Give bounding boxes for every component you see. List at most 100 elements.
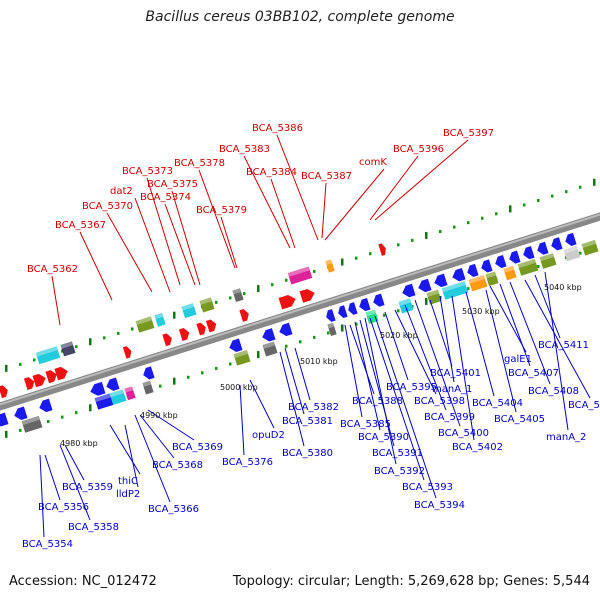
top-gene-label: BCA_5383	[219, 144, 270, 155]
bottom-gene-label: BCA_5411	[538, 340, 589, 351]
bottom-gene-label: BCA_5405	[494, 414, 545, 425]
bottom-gene-label: BCA_5376	[222, 457, 273, 468]
bottom-lane-tick	[159, 384, 162, 388]
reverse-gene	[509, 250, 521, 264]
bottom-gene-leader	[485, 289, 517, 413]
reverse-gene	[143, 366, 155, 380]
forward-feature	[35, 346, 61, 365]
top-lane-tick	[313, 269, 316, 273]
top-gene-leader	[198, 169, 236, 269]
top-lane-tick	[593, 178, 596, 186]
forward-feature	[135, 316, 155, 333]
bottom-gene-leader	[451, 295, 475, 441]
reverse-gene	[537, 241, 549, 255]
bottom-gene-leader	[44, 454, 61, 501]
top-lane-tick	[285, 278, 288, 282]
top-lane-tick	[509, 205, 512, 213]
bottom-gene-leader	[359, 319, 395, 447]
bottom-gene-leader	[59, 444, 91, 521]
reverse-gene	[452, 267, 466, 282]
top-lane-tick	[257, 285, 260, 293]
genome-backbone	[0, 212, 600, 411]
reverse-gene	[523, 246, 535, 260]
gene-features	[0, 232, 599, 433]
bottom-gene-label: BCA_5381	[282, 416, 333, 427]
top-gene-label: BCA_5379	[196, 205, 247, 216]
reverse-gene	[467, 263, 479, 277]
bottom-lane-tick	[187, 375, 190, 379]
bottom-lane-tick	[215, 366, 218, 370]
reverse-feature	[426, 289, 442, 305]
top-gene-leader	[276, 134, 319, 241]
reverse-gene	[39, 398, 53, 413]
bottom-gene-leader	[279, 351, 305, 447]
bottom-gene-label: BCA_5402	[452, 442, 503, 453]
scale-label: 4990 kbp	[140, 411, 178, 420]
top-gene-label: comK	[359, 157, 387, 168]
gene-labels: BCA_5362BCA_5367BCA_5370dat2BCA_5373BCA_…	[22, 123, 600, 550]
bottom-gene-leader	[489, 285, 527, 353]
forward-gene	[205, 319, 217, 333]
top-lane-tick	[355, 256, 358, 260]
top-lane-tick	[537, 199, 540, 203]
bottom-gene-label: BCA_5407	[508, 368, 559, 379]
top-lane-tick	[103, 336, 106, 340]
forward-feature	[181, 303, 197, 319]
top-gene-label: BCA_5387	[301, 171, 352, 182]
reverse-gene	[229, 338, 243, 352]
bottom-lane-tick	[285, 344, 288, 348]
reverse-feature	[517, 258, 539, 276]
reverse-feature	[365, 309, 379, 324]
bottom-gene-leader	[524, 279, 591, 399]
forward-gene	[299, 288, 315, 303]
scale-label: 5030 kbp	[462, 307, 500, 316]
top-gene-leader	[243, 155, 291, 249]
bottom-gene-leader	[374, 315, 437, 499]
bottom-gene-label: opuD2	[252, 430, 285, 441]
bottom-lane-tick	[355, 322, 358, 326]
bottom-gene-leader	[64, 444, 85, 481]
top-lane-tick	[481, 216, 484, 220]
bottom-lane-tick	[383, 313, 386, 317]
scale-label: 4980 kbp	[60, 439, 98, 448]
bottom-lane-tick	[61, 415, 64, 419]
bottom-gene-leader	[369, 317, 425, 481]
bottom-lane-tick	[89, 404, 92, 412]
reverse-gene	[418, 278, 432, 293]
forward-gene	[162, 333, 172, 347]
forward-feature	[199, 297, 215, 313]
top-lane-tick	[215, 300, 218, 304]
reverse-feature	[563, 245, 581, 262]
top-gene-label: BCA_5378	[174, 158, 225, 169]
bottom-lane-tick	[47, 420, 50, 424]
top-lane-tick	[5, 364, 8, 372]
bottom-gene-label: BCA_5400	[438, 428, 489, 439]
reverse-gene	[373, 293, 385, 307]
bottom-lane-tick	[327, 331, 330, 335]
top-lane-tick	[33, 358, 36, 362]
bottom-gene-leader	[124, 424, 139, 488]
top-lane-tick	[523, 203, 526, 207]
bottom-gene-leader	[39, 454, 45, 538]
bottom-gene-label: BCA_5388	[352, 396, 403, 407]
bottom-gene-leader	[394, 309, 437, 395]
forward-feature	[154, 312, 166, 327]
bottom-gene-label: BCA_5393	[402, 482, 453, 493]
top-gene-label: BCA_5384	[246, 167, 297, 178]
top-lane-tick	[369, 252, 372, 256]
forward-gene	[54, 366, 68, 381]
bottom-gene-label: BCA_5408	[528, 386, 579, 397]
bottom-gene-label: BCA_5395	[386, 382, 437, 393]
bottom-gene-label: BCA_5358	[68, 522, 119, 533]
bottom-gene-leader	[465, 291, 495, 397]
bottom-gene-label: lldP2	[116, 489, 140, 500]
reverse-feature	[94, 393, 114, 410]
bottom-gene-label: BCA_5369	[172, 442, 223, 453]
bottom-gene-leader	[249, 379, 275, 429]
forward-gene	[278, 294, 296, 310]
bottom-lane-tick	[19, 428, 22, 432]
top-lane-tick	[89, 338, 92, 346]
map-title: Bacillus cereus 03BB102, complete genome	[145, 9, 455, 25]
bottom-lane-tick	[537, 265, 540, 269]
scale-label: 5000 kbp	[220, 383, 258, 392]
